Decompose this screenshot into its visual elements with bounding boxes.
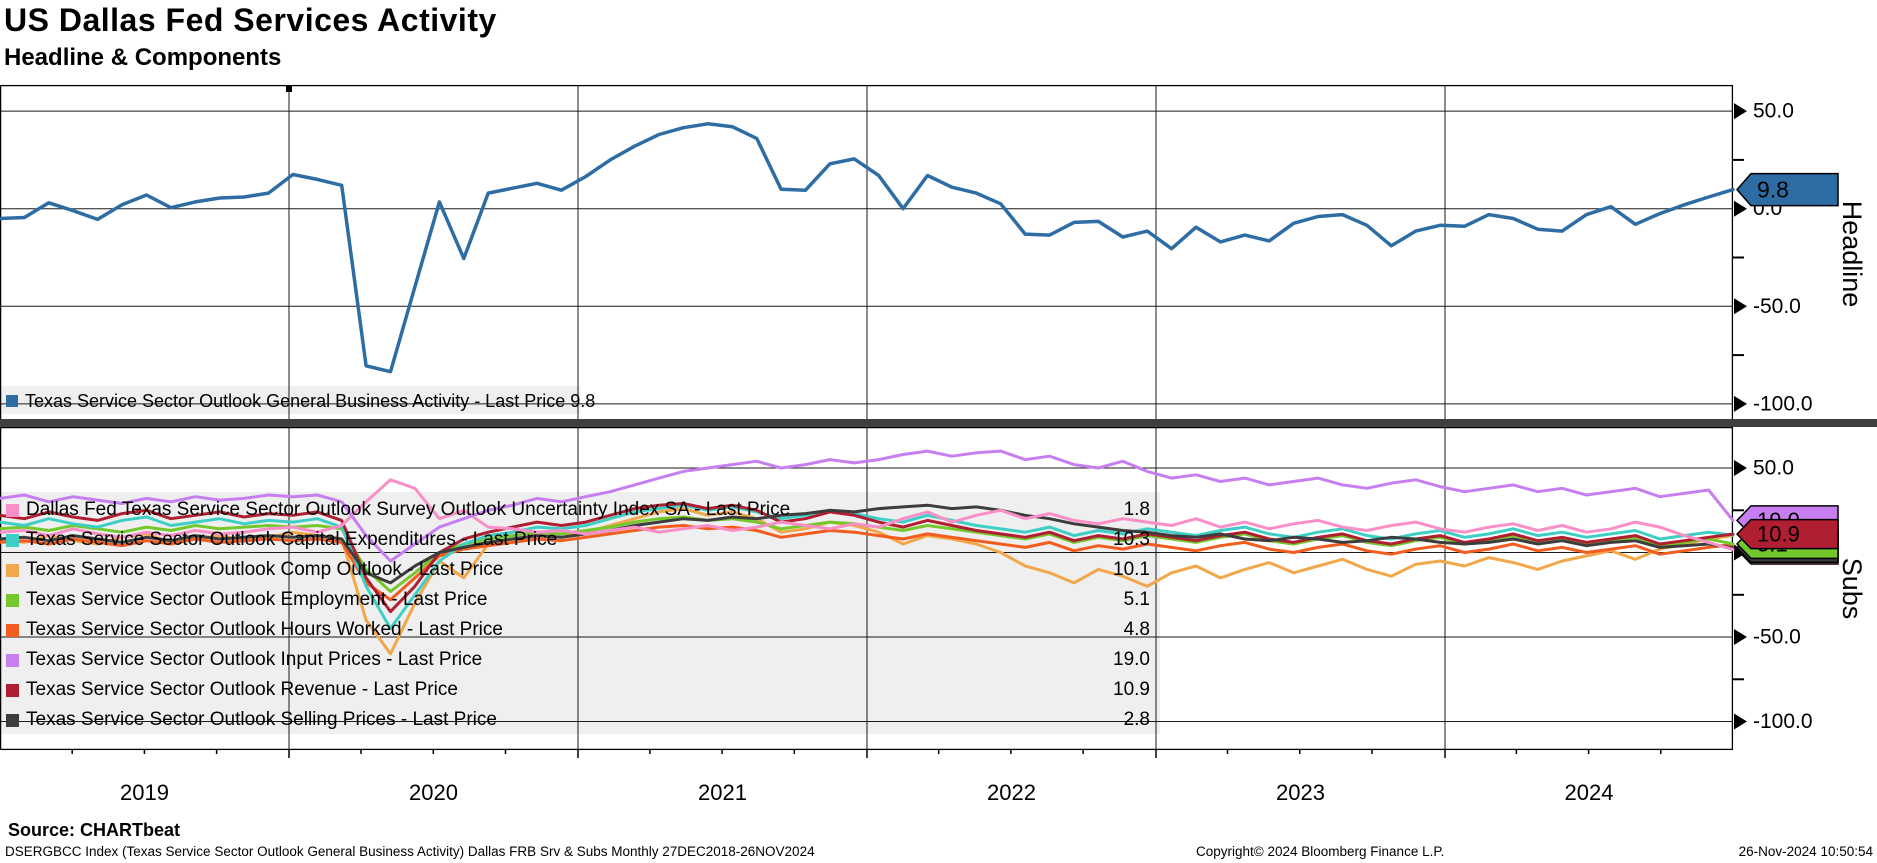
series-line-selling-prices: [0, 503, 1735, 585]
axis-tick-arrow-icon: [1734, 713, 1747, 730]
legend-swatch-icon: [6, 503, 19, 517]
panel-splitter[interactable]: [0, 419, 1877, 427]
panel-frame: [0, 426, 1734, 751]
price-badge-revenue: 10.9: [1735, 518, 1839, 550]
x-axis-year-label: 2022: [987, 780, 1036, 805]
headline-legend-background: [0, 386, 580, 414]
legend-swatch-icon: [6, 563, 19, 577]
axis-tick-arrow-icon: [1734, 460, 1747, 476]
legend-last-price: 2.8: [1123, 709, 1150, 730]
legend-label: Dallas Fed Texas Service Sector Outlook …: [26, 499, 791, 520]
legend-label: Texas Service Sector Outlook Comp Outloo…: [26, 559, 504, 580]
legend-label: Texas Service Sector Outlook General Bus…: [25, 390, 596, 411]
x-axis-year-label: 2019: [120, 780, 169, 805]
axis-tick-arrow-icon: [1734, 200, 1747, 217]
legend-last-price: 4.8: [1123, 619, 1150, 640]
chart-title: US Dallas Fed Services Activity: [4, 2, 497, 38]
axis-tick-label: -100.0: [1753, 392, 1813, 415]
series-line-input-prices: [0, 449, 1735, 563]
footer-description: DSERGBCC Index (Texas Service Sector Out…: [5, 844, 815, 859]
legend-row-capital-expenditures[interactable]: Texas Service Sector Outlook Capital Exp…: [6, 527, 1150, 553]
axis-tick-arrow-icon: [1734, 395, 1747, 412]
legend-label: Texas Service Sector Outlook Hours Worke…: [26, 619, 503, 640]
axis-tick-arrow-icon: [1734, 298, 1747, 315]
legend-swatch-icon: [6, 533, 19, 547]
panel-axis-title: Subs: [1837, 558, 1867, 620]
legend-swatch-icon: [6, 593, 19, 607]
series-line-comp-outlook: [0, 507, 1735, 656]
x-axis-year-label: 2023: [1276, 780, 1325, 805]
legend-row-employment[interactable]: Texas Service Sector Outlook Employment …: [6, 587, 1150, 613]
event-marker: [286, 86, 292, 92]
series-line-revenue: [0, 502, 1735, 614]
svg-text:9.8: 9.8: [1757, 177, 1789, 203]
axis-tick-arrow-icon: [1734, 629, 1747, 645]
legend-last-price: 10.3: [1113, 529, 1150, 550]
legend-swatch-icon: [6, 683, 19, 697]
axis-tick-label: 50.0: [1753, 457, 1794, 480]
legend-swatch-icon: [6, 395, 18, 407]
source-label: Source: CHARTbeat: [8, 820, 181, 840]
price-badge-general-business-activity: 9.8: [1736, 172, 1839, 207]
series-line-capital-expenditures: [0, 503, 1735, 630]
legend-label: Texas Service Sector Outlook Employment …: [26, 589, 488, 610]
axis-tick-label: -50.0: [1753, 626, 1801, 649]
axis-tick-label: -50.0: [1753, 295, 1801, 318]
legend-last-price: 10.9: [1113, 679, 1150, 700]
series-line-outlook-uncertainty: [0, 478, 1735, 551]
legend-row-selling-prices[interactable]: Texas Service Sector Outlook Selling Pri…: [6, 707, 1150, 733]
legend-label: Texas Service Sector Outlook Capital Exp…: [26, 529, 558, 550]
x-axis-year-label: 2021: [698, 780, 747, 805]
footer-timestamp: 26-Nov-2024 10:50:54: [1738, 844, 1873, 859]
axis-tick-label: -100.0: [1753, 710, 1813, 733]
legend-swatch-icon: [6, 713, 19, 727]
panel-axis-title: Headline: [1837, 201, 1867, 308]
legend-row-input-prices[interactable]: Texas Service Sector Outlook Input Price…: [6, 647, 1150, 673]
x-axis-year-label: 2020: [409, 780, 458, 805]
legend-label: Texas Service Sector Outlook Revenue - L…: [26, 679, 458, 700]
footer-copyright: Copyright© 2024 Bloomberg Finance L.P.: [1196, 844, 1445, 859]
subs-panel[interactable]: 50.00.0-50.0-100.0: [0, 426, 1813, 751]
legend-row-hours-worked[interactable]: Texas Service Sector Outlook Hours Worke…: [6, 617, 1150, 643]
svg-text:10.9: 10.9: [1757, 522, 1800, 547]
legend-last-price: 5.1: [1123, 589, 1150, 610]
legend-last-price: 19.0: [1113, 649, 1150, 670]
legend-last-price: 10.1: [1113, 559, 1150, 580]
legend-swatch-icon: [6, 623, 19, 637]
legend-row-revenue[interactable]: Texas Service Sector Outlook Revenue - L…: [6, 677, 1150, 703]
legend-row-general-business-activity[interactable]: Texas Service Sector Outlook General Bus…: [6, 389, 595, 413]
headline-panel[interactable]: 50.00.0-50.0-100.0: [0, 84, 1813, 424]
legend-row-outlook-uncertainty[interactable]: Dallas Fed Texas Service Sector Outlook …: [6, 497, 1150, 523]
series-line-hours-worked: [0, 524, 1735, 602]
legend-label: Texas Service Sector Outlook Input Price…: [26, 649, 483, 670]
legend-swatch-icon: [6, 653, 19, 667]
x-axis-year-label: 2024: [1565, 780, 1614, 805]
axis-tick-label: 50.0: [1753, 100, 1794, 123]
legend-label: Texas Service Sector Outlook Selling Pri…: [26, 709, 497, 730]
axis-tick-arrow-icon: [1734, 103, 1747, 120]
legend-last-price: 1.8: [1123, 499, 1150, 520]
chart-subtitle: Headline & Components: [4, 44, 282, 71]
legend-row-comp-outlook[interactable]: Texas Service Sector Outlook Comp Outloo…: [6, 557, 1150, 583]
series-line-general-business-activity: [0, 122, 1735, 374]
